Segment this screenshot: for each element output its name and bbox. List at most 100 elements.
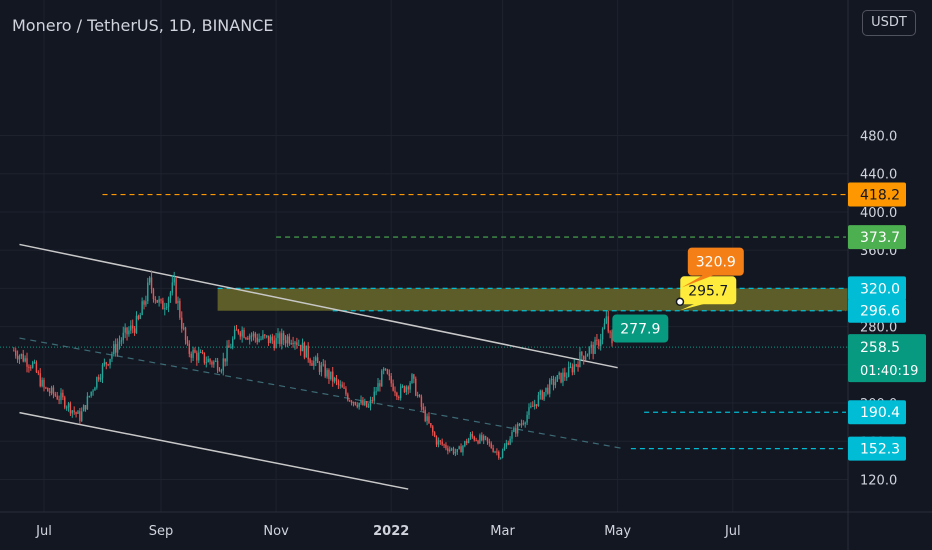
candle-body	[111, 353, 113, 359]
candle-body	[533, 404, 536, 407]
level-price-label: 418.2	[860, 188, 900, 204]
candle-body	[599, 339, 602, 347]
candle-body	[13, 350, 15, 352]
candle-body	[86, 396, 89, 410]
candle-body	[422, 406, 425, 410]
candle-body	[494, 451, 496, 453]
candle-body	[18, 356, 21, 360]
candle-body	[156, 300, 158, 303]
callout-box[interactable]	[680, 276, 737, 305]
candle-body	[405, 386, 408, 393]
currency-button[interactable]: USDT	[862, 10, 916, 36]
candle-body	[273, 340, 275, 349]
candle-body	[309, 359, 311, 364]
candle-body	[237, 329, 240, 333]
candle-body	[501, 450, 504, 458]
candle-body	[579, 351, 581, 368]
y-tick-label: 400.0	[860, 206, 897, 221]
candle-body	[247, 337, 249, 340]
candle-body	[362, 400, 364, 405]
candle-body	[254, 333, 257, 338]
candle-body	[466, 441, 468, 444]
candle-body	[388, 373, 391, 376]
candle-body	[135, 315, 138, 333]
candle-body	[341, 384, 343, 388]
candle-body	[90, 391, 92, 396]
candle-body	[377, 383, 379, 392]
level-price-tag	[848, 182, 906, 207]
candle-body	[218, 370, 221, 372]
candle-body	[120, 340, 123, 342]
candle-body	[128, 330, 130, 335]
candle-body	[81, 411, 83, 422]
candle-body	[116, 344, 119, 353]
candle-body	[264, 334, 266, 336]
candle-body	[296, 342, 298, 345]
candle-body	[299, 344, 302, 352]
y-tick-label: 280.0	[860, 321, 897, 336]
candle-body	[33, 362, 36, 364]
candle-body	[79, 411, 81, 422]
candle-body	[356, 404, 358, 407]
candle-body	[282, 333, 285, 341]
candle-body	[364, 401, 366, 405]
candle-body	[415, 378, 417, 396]
candle-body	[35, 362, 38, 373]
candle-body	[194, 349, 196, 353]
anchor-dot[interactable]	[675, 297, 685, 307]
candle-body	[509, 438, 511, 445]
candle-body	[435, 436, 438, 445]
callout-box[interactable]	[687, 247, 744, 276]
candle-body	[583, 355, 585, 360]
level-price-label: 373.7	[860, 230, 900, 246]
candle-body	[199, 352, 202, 354]
candle-body	[109, 358, 111, 366]
price-axis-bg	[848, 0, 932, 550]
candle-body	[571, 366, 574, 373]
candle-body	[605, 316, 608, 324]
level-price-tag	[848, 298, 906, 323]
callout-tail	[681, 273, 718, 288]
candle-body	[303, 342, 306, 358]
candle-body	[513, 428, 515, 432]
candle-body	[520, 423, 523, 426]
candle-body	[252, 333, 255, 336]
candle-body	[550, 378, 553, 381]
candle-body	[277, 333, 279, 338]
candle-body	[275, 337, 277, 349]
trendline[interactable]	[19, 243, 618, 369]
candle-body	[198, 352, 200, 361]
candle-body	[52, 387, 55, 395]
candle-body	[575, 364, 577, 366]
candle-body	[339, 384, 341, 386]
candle-body	[543, 392, 545, 400]
candle-body	[592, 344, 594, 354]
trendline[interactable]	[19, 337, 626, 450]
candle-body	[450, 448, 453, 450]
trendline[interactable]	[19, 411, 409, 490]
y-tick-label: 480.0	[860, 130, 897, 145]
candle-body	[332, 371, 334, 382]
candle-body	[77, 411, 79, 414]
x-tick-label: May	[604, 524, 631, 539]
candle-body	[379, 383, 381, 387]
trendlines	[19, 243, 626, 490]
candle-body	[22, 353, 24, 362]
candle-body	[164, 308, 166, 310]
callout-box[interactable]	[612, 314, 669, 343]
x-tick-label: Jul	[724, 524, 741, 539]
candle-body	[547, 387, 549, 394]
candle-body	[213, 361, 215, 365]
candle-body	[169, 292, 172, 299]
candle-body	[137, 315, 140, 319]
candle-body	[443, 444, 445, 446]
candle-body	[188, 343, 191, 354]
candle-body	[41, 379, 43, 387]
candle-body	[258, 338, 260, 342]
candle-body	[564, 372, 566, 377]
candle-body	[271, 336, 274, 341]
candle-body	[505, 442, 508, 447]
candle-body	[288, 336, 291, 344]
